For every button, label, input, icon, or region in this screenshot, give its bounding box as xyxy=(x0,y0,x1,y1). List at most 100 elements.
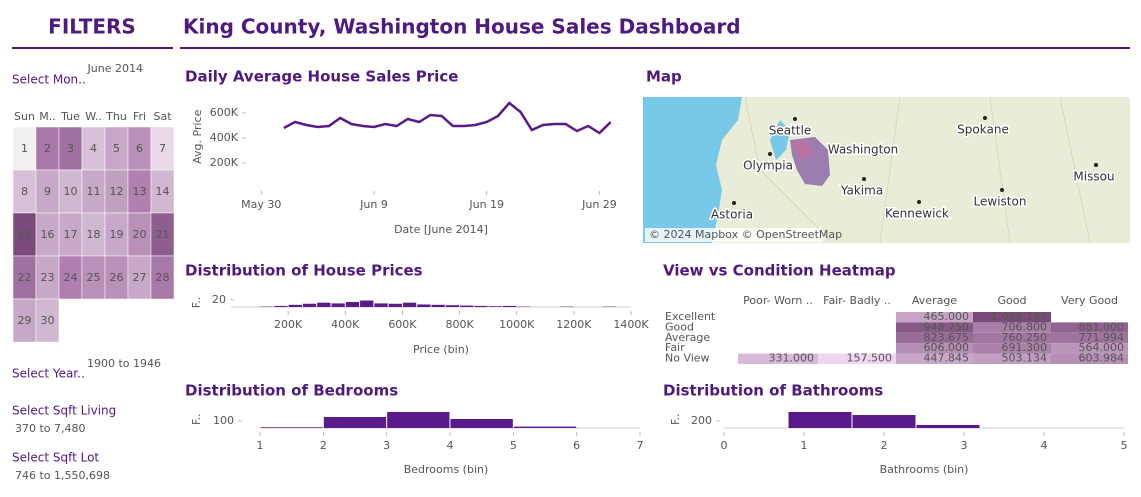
heatmap-value: 465.000 xyxy=(924,310,970,323)
calendar-day-label[interactable]: 25 xyxy=(87,271,101,284)
calendar-day-label[interactable]: 18 xyxy=(87,228,101,241)
map-label: Seattle xyxy=(769,124,811,138)
calendar-day-label[interactable]: 16 xyxy=(41,228,55,241)
map[interactable] xyxy=(643,96,1130,244)
heatmap-cell xyxy=(973,322,1051,333)
calendar-day-label[interactable]: 7 xyxy=(159,142,166,155)
heatmap-column-label: Very Good xyxy=(1061,294,1118,307)
y-tick-label: 200 xyxy=(691,414,712,427)
x-tick-label: 7 xyxy=(637,439,644,452)
calendar-day-label[interactable]: 2 xyxy=(44,142,51,155)
heatmap-value: 447.845 xyxy=(924,352,970,365)
x-tick-label: 1 xyxy=(801,439,808,452)
heatmap-title: View vs Condition Heatmap xyxy=(663,262,896,280)
x-tick-label: 3 xyxy=(383,439,390,452)
y-tick-label: 100 xyxy=(213,414,234,427)
weekday-label: Fri xyxy=(133,110,146,123)
heatmap-row-label: Fair xyxy=(665,341,685,354)
calendar-day-label[interactable]: 1 xyxy=(21,142,28,155)
calendar-day-label[interactable]: 26 xyxy=(110,271,124,284)
heatmap-value: 157.500 xyxy=(847,352,893,365)
x-tick-label: 4 xyxy=(447,439,454,452)
histogram-bar xyxy=(445,305,460,307)
x-tick-label: Jun 29 xyxy=(581,198,617,211)
calendar-day-label[interactable]: 27 xyxy=(133,271,147,284)
histogram-bar xyxy=(317,302,331,307)
x-tick-label: 1200K xyxy=(556,318,592,331)
filter-label[interactable]: Select Year.. xyxy=(12,367,85,381)
calendar-day-label[interactable]: 14 xyxy=(156,185,170,198)
heatmap-cell xyxy=(973,353,1051,364)
heatmap-cell xyxy=(973,332,1051,344)
heatmap-cell xyxy=(1051,353,1128,364)
map-dot xyxy=(1000,188,1004,192)
calendar-day[interactable] xyxy=(150,255,175,300)
calendar-day-label[interactable]: 11 xyxy=(87,185,101,198)
chart-title: Distribution of House Prices xyxy=(185,262,423,280)
heatmap-cell xyxy=(896,343,973,354)
heatmap-cell xyxy=(1051,322,1128,333)
calendar-day-label[interactable]: 4 xyxy=(90,142,97,155)
x-tick-label: 5 xyxy=(510,439,517,452)
calendar-day-label[interactable]: 22 xyxy=(18,271,32,284)
map-dot xyxy=(862,177,866,181)
heatmap-cell xyxy=(896,332,973,344)
heatmap-value: 881.000 xyxy=(1079,320,1125,333)
map-attribution: © 2024 Mapbox © OpenStreetMap xyxy=(649,228,842,241)
histogram-bar xyxy=(417,304,431,307)
x-axis-label: Price (bin) xyxy=(413,343,469,356)
y-axis-label: F.. xyxy=(190,413,203,425)
calendar-day-label[interactable]: 3 xyxy=(67,142,74,155)
calendar-day-label[interactable]: 20 xyxy=(133,228,147,241)
calendar-day-label[interactable]: 29 xyxy=(18,314,32,327)
calendar-day-label[interactable]: 19 xyxy=(110,228,124,241)
calendar-day-label[interactable]: 15 xyxy=(18,228,32,241)
calendar-day-label[interactable]: 9 xyxy=(44,185,51,198)
x-tick-label: Jun 19 xyxy=(468,198,504,211)
filter-label[interactable]: Select Sqft Living xyxy=(12,404,116,418)
y-tick-label: 400K xyxy=(210,131,239,144)
filter-label[interactable]: Select Sqft Lot xyxy=(12,451,99,465)
y-tick-label: 600K xyxy=(210,106,239,119)
x-axis-label: Bedrooms (bin) xyxy=(404,463,489,476)
calendar-day-label[interactable]: 5 xyxy=(113,142,120,155)
heatmap-column-label: Average xyxy=(912,294,957,307)
histogram-bar xyxy=(513,426,577,428)
x-tick-label: 1400K xyxy=(613,318,649,331)
weekday-label: Thu xyxy=(105,110,127,123)
heatmap-value: 948.750 xyxy=(924,320,970,333)
heatmap-column-label: Good xyxy=(998,294,1027,307)
weekday-label: Tue xyxy=(60,110,80,123)
calendar-day-label[interactable]: 17 xyxy=(64,228,78,241)
heatmap-row-label: Excellent xyxy=(665,310,716,323)
calendar-day-label[interactable]: 28 xyxy=(156,271,170,284)
heatmap-value: 691.300 xyxy=(1002,341,1048,354)
x-tick-label: 2 xyxy=(320,439,327,452)
calendar-day-label[interactable]: 23 xyxy=(41,271,55,284)
histogram-bar xyxy=(360,300,374,307)
heatmap-value: 1.044.193 xyxy=(991,310,1047,323)
x-tick-label: 1000K xyxy=(499,318,535,331)
calendar-day-label[interactable]: 24 xyxy=(64,271,78,284)
calendar-day-label[interactable]: 30 xyxy=(41,314,55,327)
x-tick-label: 400K xyxy=(331,318,360,331)
map-label: Olympia xyxy=(743,159,793,173)
histogram-bar xyxy=(331,303,345,307)
x-tick-label: 6 xyxy=(573,439,580,452)
calendar-day-label[interactable]: 12 xyxy=(110,185,124,198)
calendar-day-label[interactable]: 13 xyxy=(133,185,147,198)
calendar-day[interactable] xyxy=(35,298,60,343)
map-label: Washington xyxy=(828,143,899,157)
weekday-label: Sun xyxy=(14,110,35,123)
calendar-day-label[interactable]: 21 xyxy=(156,228,170,241)
histogram-bar xyxy=(460,305,474,307)
map-label: Lewiston xyxy=(974,195,1027,209)
heatmap-value: 331.000 xyxy=(769,352,815,365)
x-tick-label: 600K xyxy=(388,318,417,331)
calendar-day-label[interactable]: 10 xyxy=(64,185,78,198)
calendar-day-label[interactable]: 8 xyxy=(21,185,28,198)
map-dot xyxy=(768,152,772,156)
calendar-day-label[interactable]: 6 xyxy=(136,142,143,155)
filter-label[interactable]: Select Mon.. xyxy=(12,73,86,87)
histogram-bar xyxy=(274,305,288,307)
